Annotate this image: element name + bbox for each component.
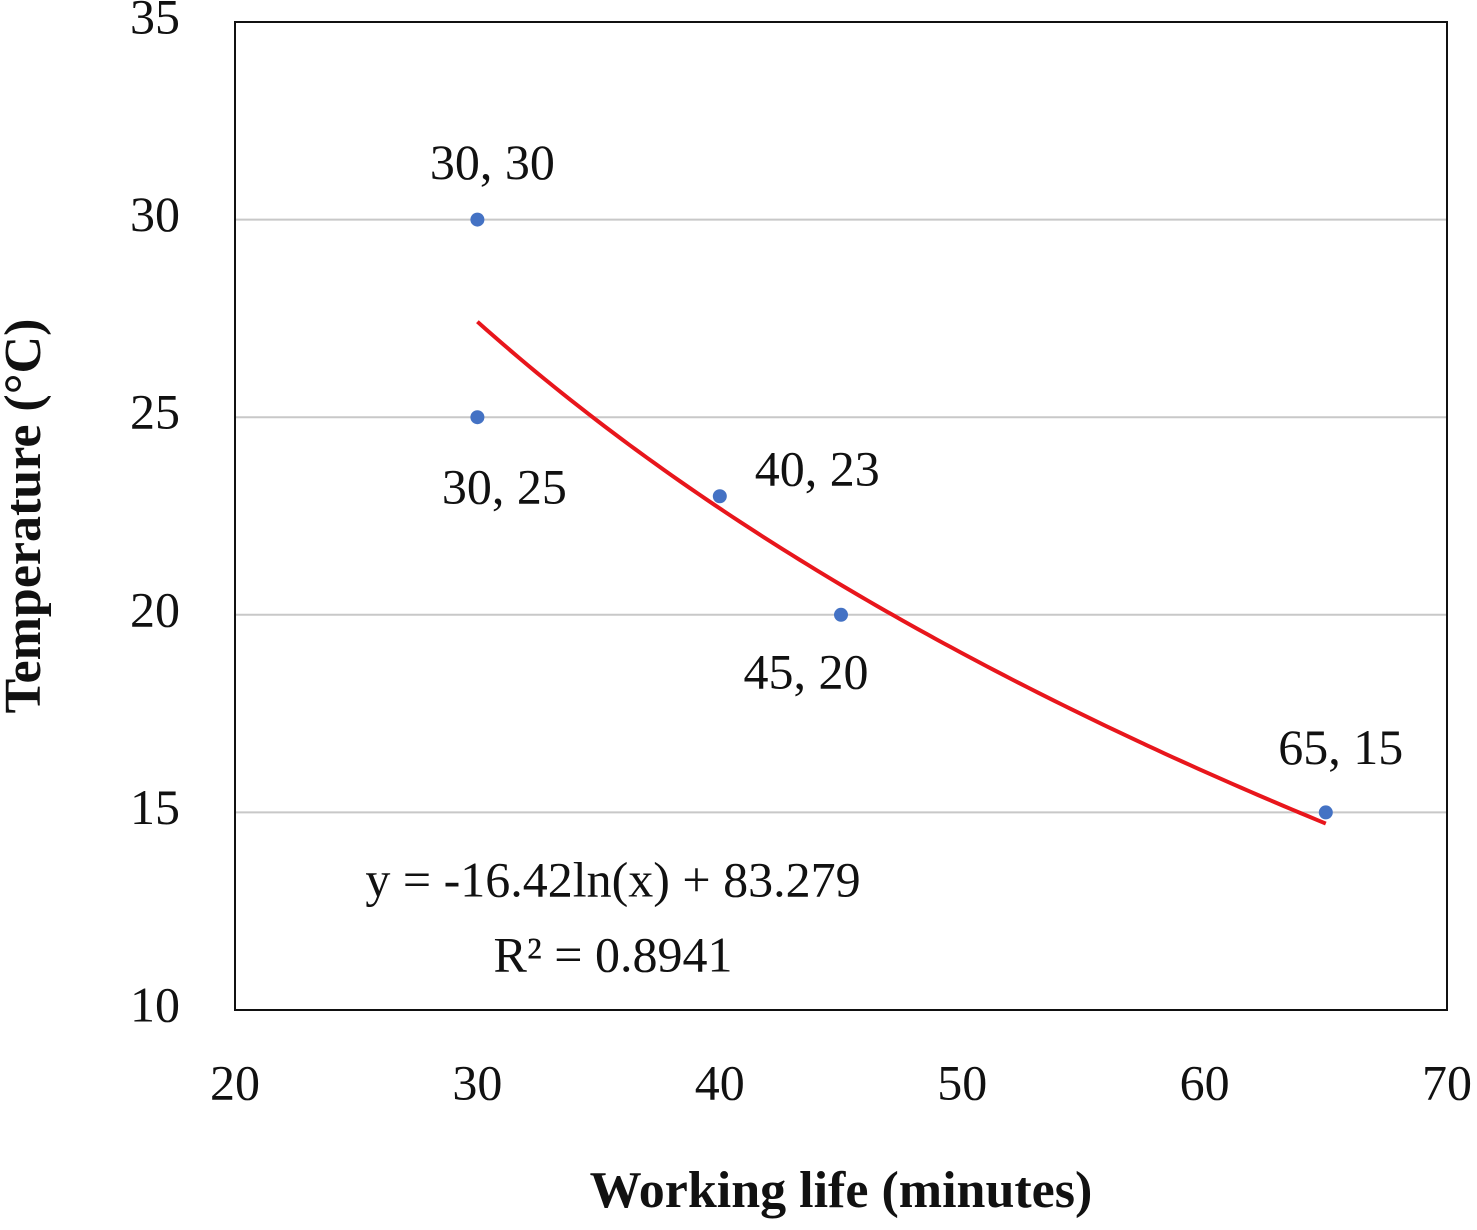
x-tick-label: 20 (210, 1054, 260, 1110)
data-label: 30, 25 (442, 459, 567, 515)
x-tick-label: 40 (695, 1054, 745, 1110)
plot-border (234, 21, 1448, 1011)
trendline-r-squared: R² = 0.8941 (493, 926, 732, 982)
marks: 30, 30 30, 25 40, 23 45, 20 65, 15 (430, 134, 1403, 826)
point (712, 489, 727, 504)
point (834, 607, 848, 622)
point (470, 212, 485, 227)
y-tick-label: 30 (130, 186, 180, 242)
y-tick-label: 35 (130, 0, 180, 44)
trendline-equation: y = -16.42ln(x) + 83.279 (365, 851, 860, 907)
x-axis-title: Working life (minutes) (590, 1162, 1093, 1219)
trendline (476, 320, 1327, 826)
y-tick-label: 25 (130, 384, 180, 440)
data-label: 40, 23 (755, 441, 880, 497)
x-tick-label: 60 (1180, 1054, 1230, 1110)
grid: 10 15 20 25 30 35 20 30 40 50 60 70 (130, 0, 1472, 1110)
data-label: 45, 20 (744, 643, 869, 699)
y-tick-label: 20 (130, 581, 180, 637)
y-axis-title: Temperature (°C) (0, 319, 52, 714)
y-tick-label: 15 (130, 779, 180, 835)
data-label: 30, 30 (430, 134, 555, 190)
y-tick-label: 10 (130, 976, 180, 1032)
x-tick-label: 30 (452, 1054, 502, 1110)
x-tick-label: 70 (1422, 1054, 1472, 1110)
data-label: 65, 15 (1278, 719, 1403, 775)
point (470, 410, 485, 425)
x-tick-label: 50 (937, 1054, 987, 1110)
point (1318, 805, 1333, 820)
